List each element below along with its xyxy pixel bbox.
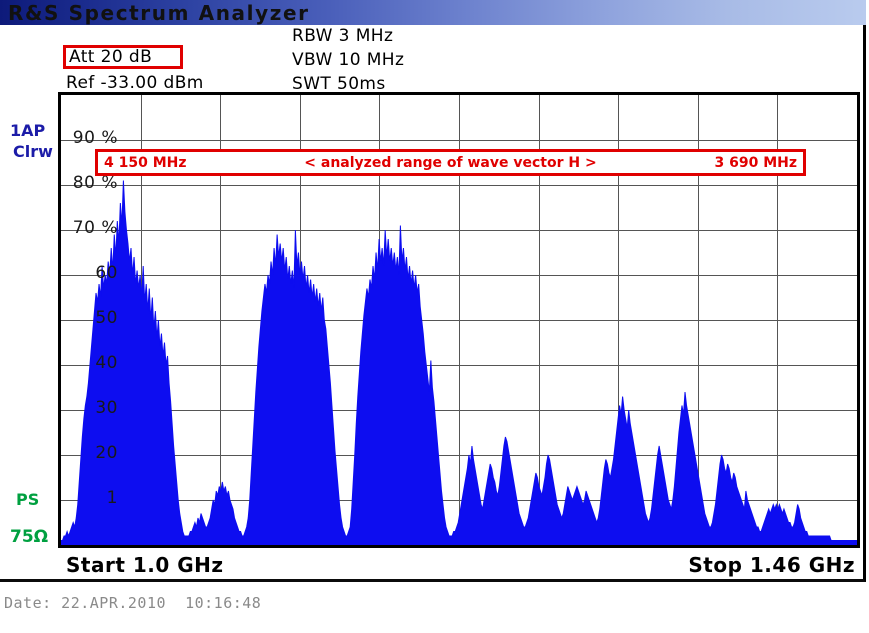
- impedance-label: 75Ω: [10, 527, 49, 547]
- y-axis-tick-label: 40: [95, 353, 118, 373]
- y-axis-tick-label: 80 %: [72, 173, 118, 193]
- date-time-stamp: Date: 22.APR.2010 10:16:48: [4, 594, 262, 612]
- detector-label: Clrw: [13, 142, 53, 161]
- preselector-label: PS: [16, 490, 40, 509]
- reference-level-readout: Ref -33.00 dBm: [66, 73, 204, 93]
- y-axis-tick-label: 30: [95, 398, 118, 418]
- trace-fill: [61, 180, 857, 545]
- rbw-readout: RBW 3 MHz: [292, 26, 394, 46]
- vbw-readout: VBW 10 MHz: [292, 50, 405, 70]
- trace-mode-label: 1AP: [10, 121, 46, 140]
- stop-frequency-label: Stop 1.46 GHz: [688, 553, 855, 577]
- window-title: R&S Spectrum Analyzer: [8, 1, 310, 25]
- analyzed-range-annotation: 4 150 MHz < analyzed range of wave vecto…: [95, 149, 806, 176]
- title-bar: R&S Spectrum Analyzer: [0, 0, 866, 25]
- start-frequency-label: Start 1.0 GHz: [66, 553, 224, 577]
- y-axis-tick-label: 90 %: [72, 128, 118, 148]
- attenuation-highlight-box: [63, 45, 183, 69]
- annotation-description: < analyzed range of wave vector H >: [304, 155, 597, 171]
- y-axis-tick-label: 60: [95, 263, 118, 283]
- y-axis-tick-label: 1: [106, 488, 118, 508]
- instrument-window: R&S Spectrum Analyzer Att 20 dB Ref -33.…: [0, 0, 866, 582]
- annotation-stop-frequency: 3 690 MHz: [714, 155, 797, 171]
- y-axis-tick-label: 50: [95, 308, 118, 328]
- y-axis-tick-label: 70 %: [72, 218, 118, 238]
- attenuation-readout: Att 20 dB: [69, 47, 153, 67]
- sweep-time-readout: SWT 50ms: [292, 74, 386, 94]
- annotation-start-frequency: 4 150 MHz: [104, 155, 187, 171]
- y-axis-tick-label: 20: [95, 443, 118, 463]
